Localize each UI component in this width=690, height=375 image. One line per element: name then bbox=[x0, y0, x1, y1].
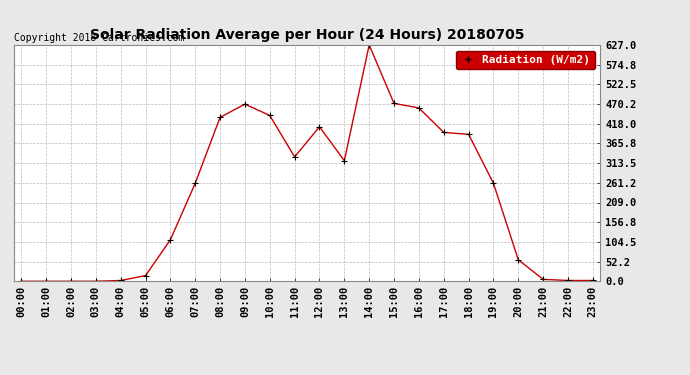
Legend: Radiation (W/m2): Radiation (W/m2) bbox=[455, 51, 595, 69]
Text: Copyright 2018 Cartronics.com: Copyright 2018 Cartronics.com bbox=[14, 33, 184, 43]
Title: Solar Radiation Average per Hour (24 Hours) 20180705: Solar Radiation Average per Hour (24 Hou… bbox=[90, 28, 524, 42]
